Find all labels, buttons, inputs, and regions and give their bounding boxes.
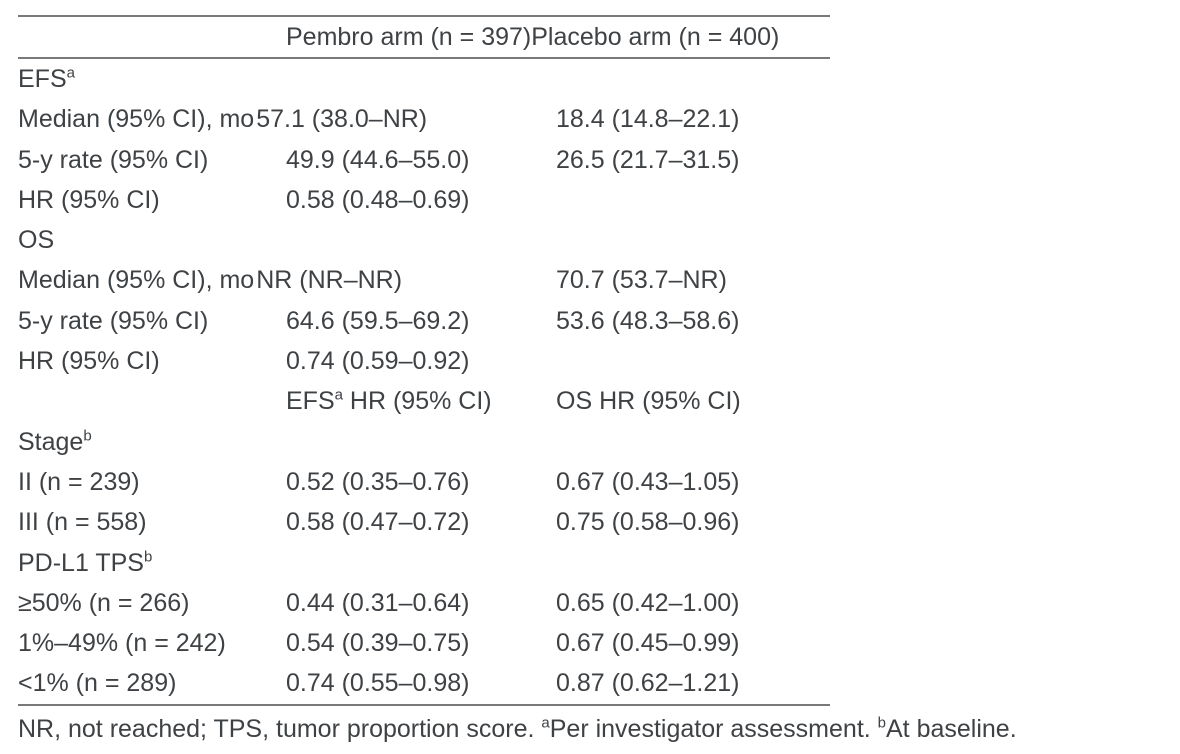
footnote-marker: a	[541, 714, 550, 732]
row-label: Median (95% CI), mo	[18, 266, 255, 295]
table-row: 1%–49% (n = 242) 0.54 (0.39–0.75) 0.67 (0.…	[18, 623, 830, 663]
table-row: Stageb	[18, 422, 830, 462]
row-label: II (n = 239)	[18, 467, 140, 496]
pembro-value: 0.52 (0.35–0.76)	[286, 467, 470, 496]
table-row: EFSa HR (95% CI) OS HR (95% CI)	[18, 381, 830, 421]
section-label: EFSa	[18, 64, 75, 93]
footnote-marker: a	[334, 387, 343, 405]
pembro-value: 64.6 (59.5–69.2)	[286, 306, 470, 335]
placebo-value: 0.67 (0.43–1.05)	[556, 467, 740, 496]
placebo-value: 0.87 (0.62–1.21)	[556, 669, 740, 698]
row-label: HR (95% CI)	[18, 185, 160, 214]
table-row: III (n = 558) 0.58 (0.47–0.72) 0.75 (0.58–…	[18, 502, 830, 542]
pembro-value: 0.44 (0.31–0.64)	[286, 588, 470, 617]
table-row: ≥50% (n = 266) 0.44 (0.31–0.64) 0.65 (0.42…	[18, 583, 830, 623]
section-label: PD-L1 TPSb	[18, 548, 153, 577]
row-label: 5-y rate (95% CI)	[18, 306, 209, 335]
footnote-marker: b	[143, 548, 153, 566]
pembro-value: 0.58 (0.47–0.72)	[286, 508, 470, 537]
section-label: OS	[18, 226, 55, 255]
pembro-value: NR (NR–NR)	[256, 266, 403, 295]
os-hr-header: OS HR (95% CI)	[556, 387, 741, 416]
section-label: Stageb	[18, 427, 92, 456]
footnote-marker: b	[83, 427, 92, 445]
table-row: OS	[18, 220, 830, 260]
row-label: Median (95% CI), mo	[18, 105, 255, 134]
row-label: 1%–49% (n = 242)	[18, 629, 226, 658]
row-label: <1% (n = 289)	[18, 669, 177, 698]
row-label: HR (95% CI)	[18, 347, 160, 376]
table-row: HR (95% CI) 0.74 (0.59–0.92)	[18, 341, 830, 381]
footnote-marker: a	[66, 64, 75, 82]
efs-hr-header: EFSa HR (95% CI)	[286, 387, 492, 416]
pembro-value: 0.54 (0.39–0.75)	[286, 629, 470, 658]
placebo-value: 0.65 (0.42–1.00)	[556, 588, 740, 617]
pembro-value: 0.74 (0.59–0.92)	[286, 347, 470, 376]
pembro-value: 49.9 (44.6–55.0)	[286, 145, 470, 174]
table-row: PD-L1 TPSb	[18, 543, 830, 583]
row-label: III (n = 558)	[18, 508, 147, 537]
efficacy-table: Pembro arm (n = 397)Placebo arm (n = 400…	[18, 15, 830, 706]
placebo-value: 18.4 (14.8–22.1)	[556, 105, 740, 134]
row-label: ≥50% (n = 266)	[18, 588, 190, 617]
placebo-value: 0.75 (0.58–0.96)	[556, 508, 740, 537]
pembro-value: 0.74 (0.55–0.98)	[286, 669, 470, 698]
rule-bottom	[18, 703, 830, 706]
table-row: 5-y rate (95% CI) 64.6 (59.5–69.2) 53.6 (4…	[18, 301, 830, 341]
row-label: 5-y rate (95% CI)	[18, 145, 209, 174]
table-row: EFSa	[18, 59, 830, 99]
pembro-arm-header: Pembro arm (n = 397)	[286, 23, 532, 51]
table-row: II (n = 239) 0.52 (0.35–0.76) 0.67 (0.43–1…	[18, 462, 830, 502]
rule-header-bottom	[18, 57, 830, 59]
placebo-value: 0.67 (0.45–0.99)	[556, 629, 740, 658]
pembro-value: 0.58 (0.48–0.69)	[286, 185, 470, 214]
placebo-arm-header: Placebo arm (n = 400)	[531, 23, 780, 51]
table-row: Median (95% CI), moNR (NR–NR) 70.7 (53.7–…	[18, 260, 830, 300]
placebo-value: 26.5 (21.7–31.5)	[556, 145, 740, 174]
placebo-value: 53.6 (48.3–58.6)	[556, 306, 740, 335]
table-rows: EFSa Median (95% CI), mo57.1 (38.0–NR) 18.…	[18, 59, 830, 704]
table-row: <1% (n = 289) 0.74 (0.55–0.98) 0.87 (0.62–…	[18, 663, 830, 703]
table-row: HR (95% CI) 0.58 (0.48–0.69)	[18, 180, 830, 220]
footnote-marker: b	[877, 714, 886, 732]
footnote: NR, not reached; TPS, tumor proportion s…	[18, 714, 1017, 743]
table-header-row: Pembro arm (n = 397)Placebo arm (n = 400…	[18, 17, 830, 57]
pembro-value: 57.1 (38.0–NR)	[256, 105, 428, 134]
table-row: 5-y rate (95% CI) 49.9 (44.6–55.0) 26.5 (2…	[18, 140, 830, 180]
rule-top	[18, 15, 830, 17]
table-row: Median (95% CI), mo57.1 (38.0–NR) 18.4 (1…	[18, 99, 830, 139]
placebo-value: 70.7 (53.7–NR)	[556, 266, 727, 295]
